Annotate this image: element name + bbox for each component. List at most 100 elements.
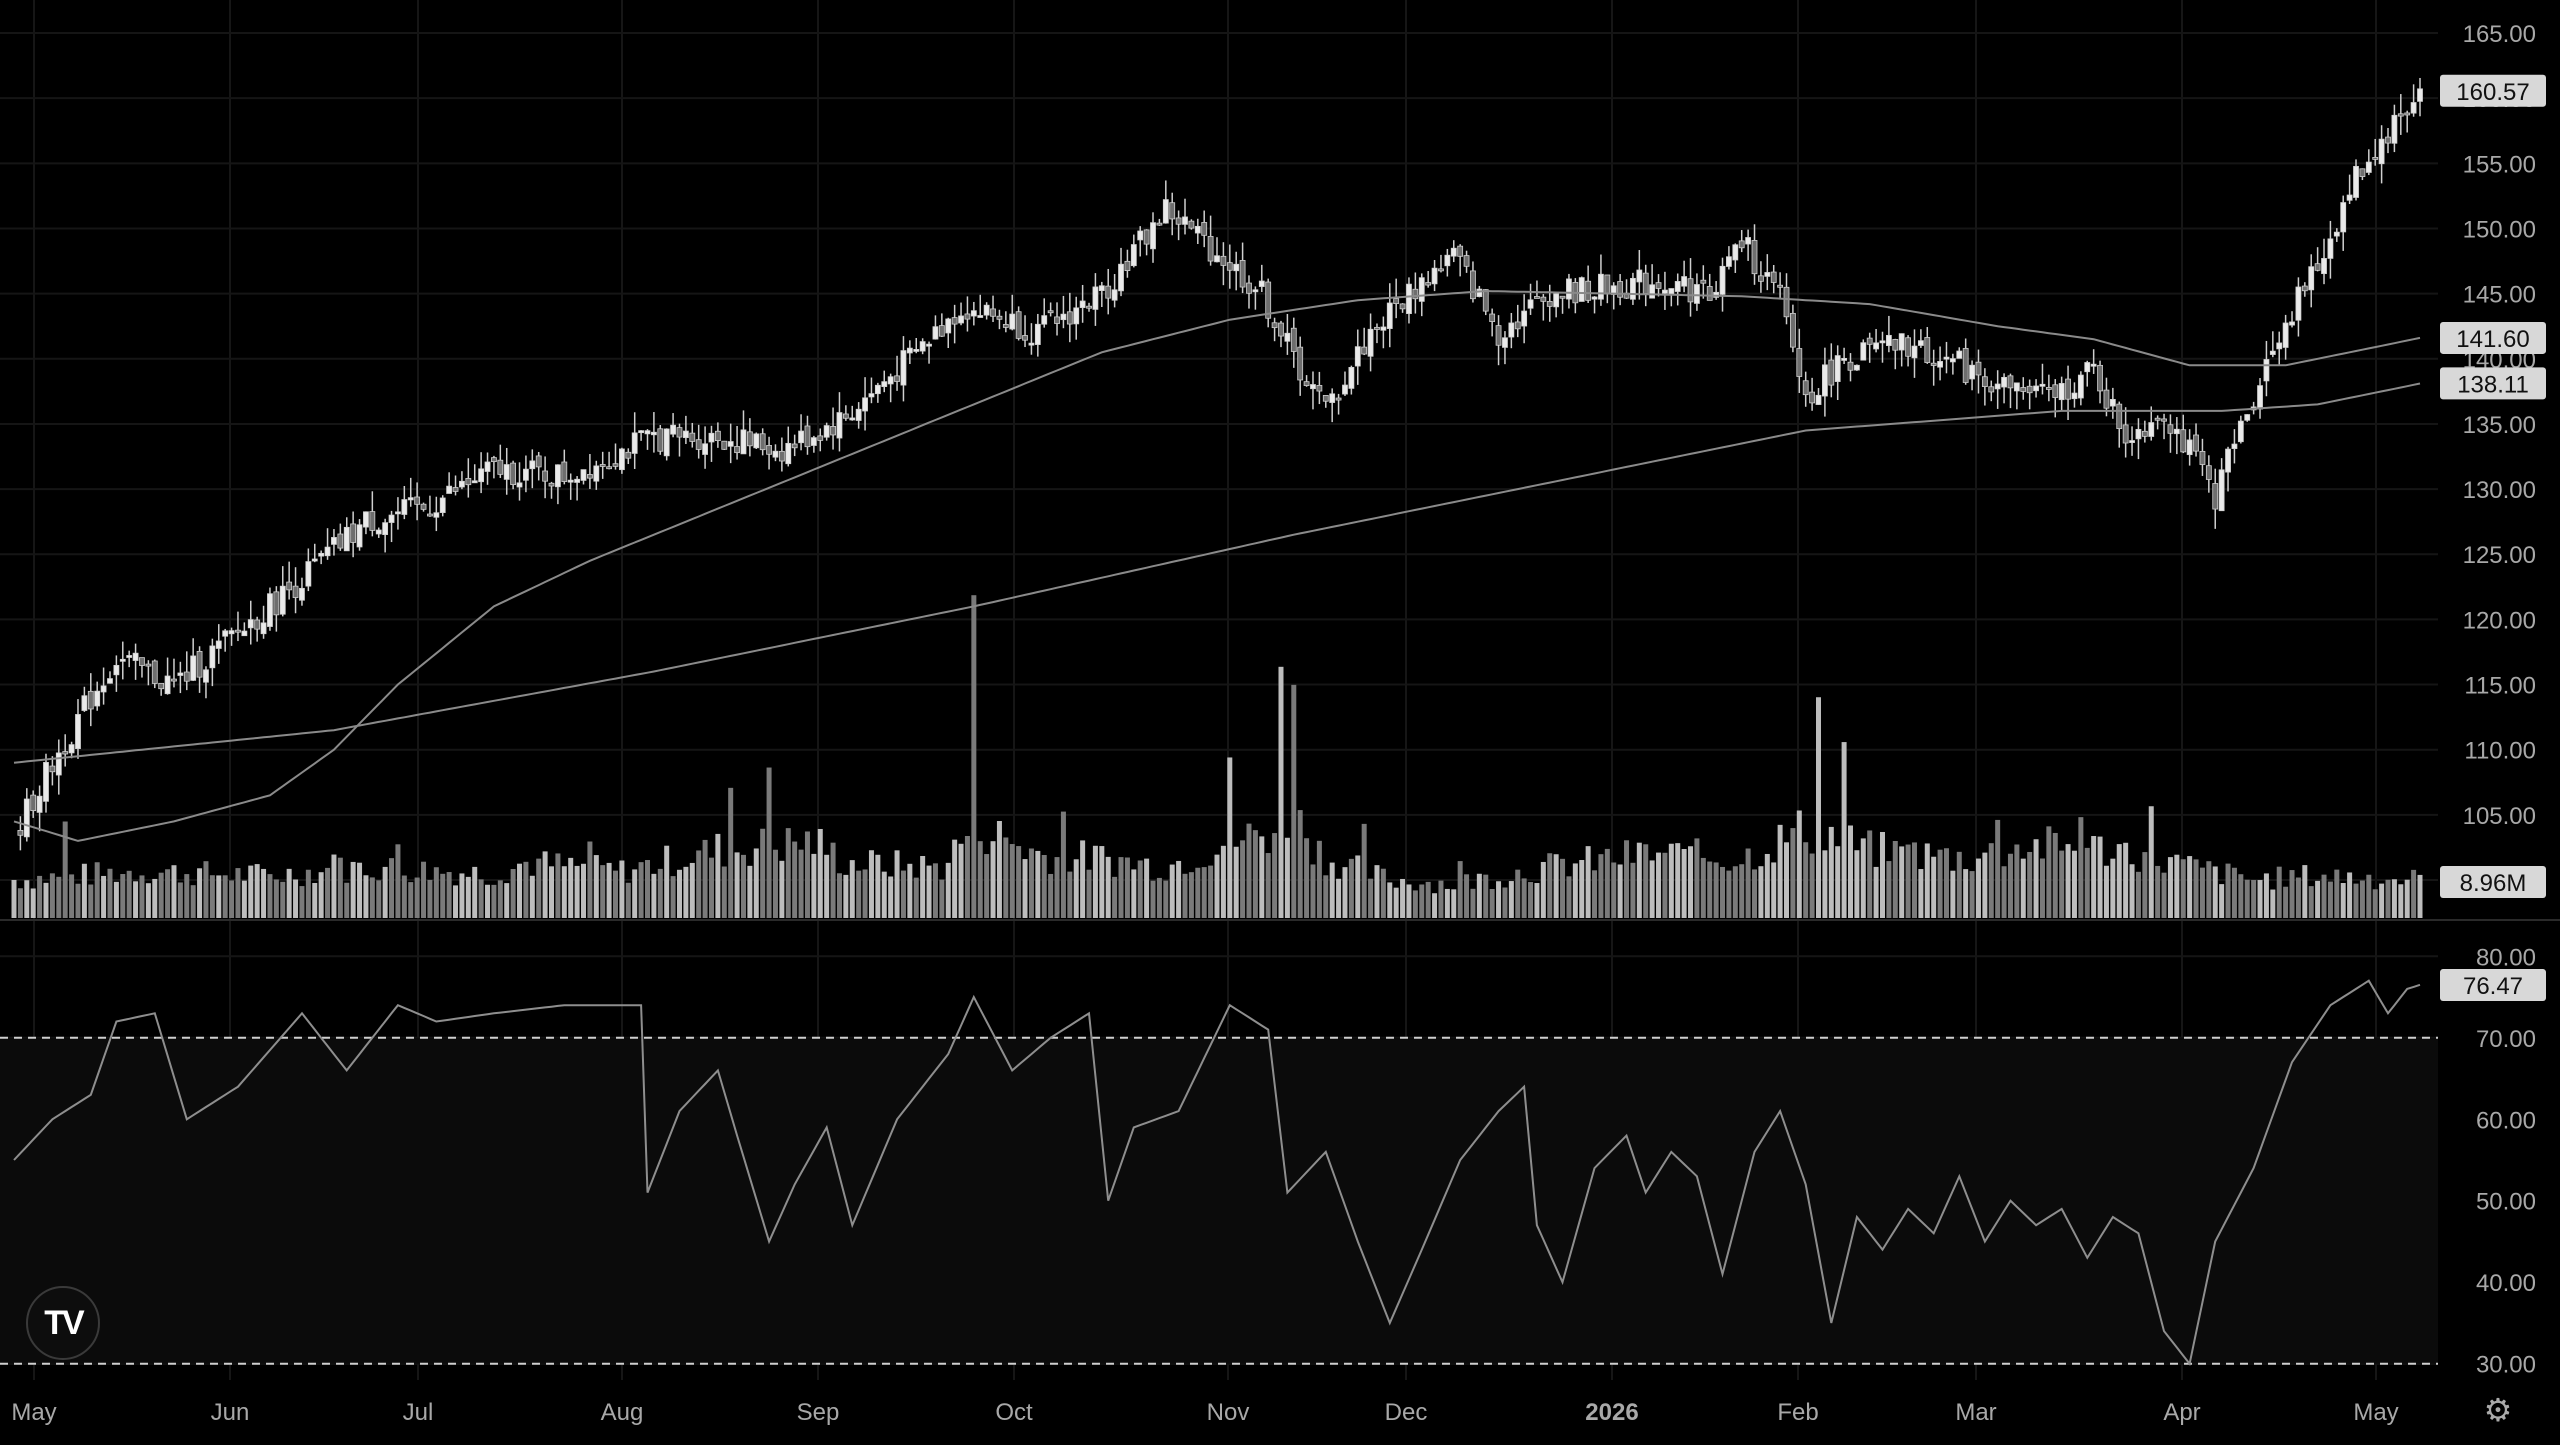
candle-body: [842, 413, 849, 419]
volume-bar: [229, 880, 235, 918]
candle-body: [2039, 383, 2046, 387]
candle-body: [452, 487, 459, 492]
candle-body: [228, 630, 235, 635]
volume-bar: [2161, 872, 2167, 918]
candle-body: [247, 619, 254, 629]
volume-bar: [2116, 844, 2122, 918]
volume-bar: [1777, 824, 1783, 918]
candle-body: [2199, 450, 2206, 465]
x-tick-label: Apr: [2163, 1399, 2200, 1426]
volume-bar: [606, 862, 612, 918]
candle-body: [1393, 298, 1400, 304]
candle-body: [1738, 240, 1745, 249]
rsi-tick-label: 30.00: [2476, 1352, 2536, 1379]
price-tick-label: 145.00: [2463, 282, 2536, 309]
volume-bar: [2001, 866, 2007, 918]
candle-body: [977, 315, 984, 318]
volume-bar: [1252, 830, 1258, 918]
volume-bar: [568, 857, 574, 918]
volume-bar: [177, 882, 183, 918]
candle-body: [1073, 307, 1080, 325]
candle-body: [1745, 237, 1752, 245]
volume-bar: [158, 872, 164, 918]
volume-bar: [152, 878, 158, 918]
volume-bar: [2014, 844, 2020, 918]
volume-bar: [165, 869, 171, 918]
candle-body: [1105, 285, 1112, 299]
candle-body: [1239, 260, 1246, 288]
volume-bar: [1892, 840, 1898, 918]
volume-bar: [2411, 869, 2417, 918]
candle-body: [1719, 265, 1726, 295]
volume-bar: [1348, 858, 1354, 918]
candle-body: [1540, 296, 1547, 302]
volume-bar: [517, 863, 523, 918]
candle-body: [1821, 364, 1828, 397]
candle-body: [1265, 281, 1272, 319]
volume-bar: [1784, 842, 1790, 918]
volume-bar: [1208, 865, 1214, 918]
candle-body: [2365, 161, 2372, 173]
settings-gear-icon[interactable]: ⚙: [2483, 1392, 2513, 1428]
volume-bar: [1854, 850, 1860, 918]
volume-bar: [1547, 853, 1553, 918]
volume-bar: [2071, 850, 2077, 918]
tradingview-logo-icon[interactable]: TV: [26, 1286, 100, 1360]
candle-body: [497, 459, 504, 475]
candle-body: [49, 765, 56, 773]
volume-bar: [337, 857, 343, 918]
candle-body: [1156, 222, 1163, 226]
volume-bar: [2302, 865, 2308, 918]
candle-body: [215, 640, 222, 649]
volume-bar: [1905, 844, 1911, 918]
candle-body: [427, 513, 433, 517]
volume-bar: [1092, 845, 1098, 918]
volume-bar: [510, 869, 516, 918]
volume-bar: [331, 854, 337, 918]
volume-bar: [1956, 851, 1962, 918]
volume-bar: [1828, 826, 1834, 918]
candle-body: [260, 622, 267, 635]
volume-bar: [1425, 881, 1431, 918]
candle-body: [1271, 322, 1278, 329]
candle-body: [1233, 263, 1240, 272]
candle-body: [2353, 165, 2359, 198]
candle-body: [1470, 270, 1476, 300]
candle-body: [1975, 361, 1982, 376]
volume-bar: [1182, 873, 1188, 918]
candle-body: [43, 762, 49, 802]
candle-body: [625, 451, 632, 459]
volume-bar: [1131, 869, 1137, 918]
candle-body: [1214, 255, 1220, 263]
candle-body: [1406, 283, 1412, 315]
volume-bar: [241, 880, 247, 918]
volume-bar: [1515, 869, 1521, 918]
volume-bar: [1617, 864, 1623, 918]
candle-body: [529, 460, 536, 470]
volume-bar: [721, 866, 727, 918]
candle-body: [599, 464, 606, 467]
candle-body: [689, 432, 696, 442]
candle-body: [2346, 194, 2353, 201]
volume-bar: [1476, 873, 1482, 918]
candle-body: [267, 593, 273, 627]
volume-bar: [926, 865, 932, 918]
volume-bar: [2212, 866, 2218, 918]
volume-bar: [549, 866, 555, 918]
candle-body: [2007, 375, 2014, 389]
volume-bar: [56, 876, 62, 918]
candle-body: [318, 552, 325, 557]
volume-bar: [2244, 879, 2250, 918]
candle-body: [650, 431, 657, 436]
volume-bar: [1259, 836, 1265, 918]
volume-bar: [376, 880, 382, 918]
volume-bar: [504, 883, 510, 918]
candle-body: [1457, 245, 1464, 257]
candle-body: [1847, 361, 1854, 371]
volume-bar: [939, 879, 945, 918]
volume-bar: [1521, 878, 1527, 918]
volume-bar: [414, 877, 420, 918]
volume-bar: [491, 884, 497, 918]
volume-bar: [907, 863, 913, 918]
